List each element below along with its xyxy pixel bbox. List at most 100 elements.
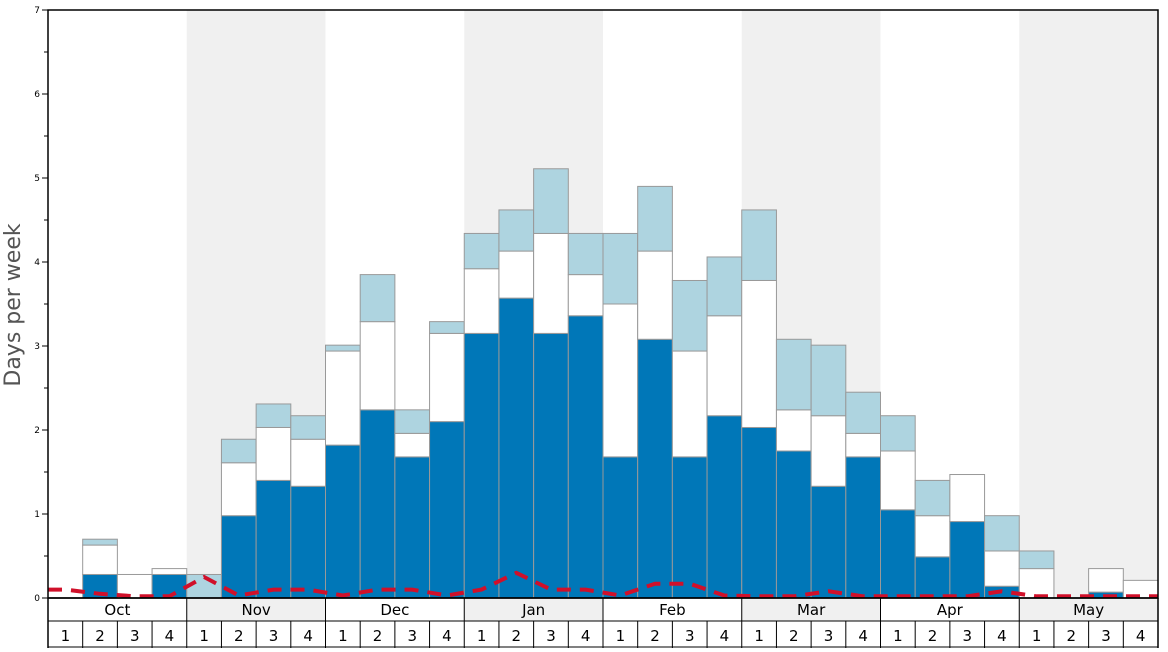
week-label: 3 bbox=[824, 627, 834, 645]
bar-segment bbox=[810, 344, 847, 417]
week-label: 3 bbox=[685, 627, 695, 645]
week-label: 2 bbox=[512, 627, 522, 645]
month-label: Dec bbox=[380, 601, 409, 619]
bar-segment bbox=[637, 250, 673, 340]
week-label: 1 bbox=[616, 627, 626, 645]
week-label: 1 bbox=[199, 627, 209, 645]
bar-segment bbox=[741, 209, 777, 281]
bar-segment bbox=[82, 538, 118, 546]
y-tick-label: 5 bbox=[34, 174, 40, 184]
bar-segment bbox=[914, 556, 951, 599]
month-label: Apr bbox=[937, 601, 964, 619]
bar-segment bbox=[914, 515, 951, 558]
month-label: Feb bbox=[659, 601, 686, 619]
week-label: 4 bbox=[1136, 627, 1146, 645]
bar-segment bbox=[637, 185, 673, 252]
y-tick-label: 1 bbox=[34, 510, 40, 520]
bar-segment bbox=[810, 415, 847, 487]
week-label: 1 bbox=[1032, 627, 1042, 645]
bar-segment bbox=[325, 350, 361, 446]
bar-segment bbox=[533, 232, 569, 334]
bar-segment bbox=[220, 462, 257, 517]
bar-segment bbox=[255, 479, 292, 599]
y-tick-label: 4 bbox=[34, 258, 40, 268]
week-label: 3 bbox=[1101, 627, 1111, 645]
bar-segment bbox=[1088, 568, 1124, 593]
week-label: 4 bbox=[997, 627, 1007, 645]
bar-segment bbox=[498, 297, 535, 599]
bar-segment bbox=[533, 332, 569, 599]
month-label: May bbox=[1073, 601, 1104, 619]
week-label: 1 bbox=[893, 627, 903, 645]
month-label: Mar bbox=[797, 601, 826, 619]
bar-segment bbox=[775, 450, 812, 599]
bar-segment bbox=[533, 168, 569, 234]
week-label: 1 bbox=[61, 627, 71, 645]
bar-segment bbox=[394, 456, 431, 599]
bar-segment bbox=[706, 315, 743, 417]
line-layer bbox=[48, 570, 1158, 599]
bar-segment bbox=[984, 515, 1020, 552]
bar-segment bbox=[706, 415, 743, 599]
bar-segment bbox=[82, 544, 118, 575]
week-label: 3 bbox=[546, 627, 556, 645]
bar-segment bbox=[775, 409, 812, 452]
y-tick-label: 6 bbox=[34, 90, 40, 100]
bar-segment bbox=[880, 415, 916, 452]
axis-layer: 0 1 2 3 4 5 6 7 Oct Nov Dec Jan Feb Mar Apr May 1 2 3 4 1 2 3 4… bbox=[34, 6, 1159, 648]
week-label: 3 bbox=[407, 627, 417, 645]
bar-segment bbox=[255, 403, 292, 428]
week-label: 2 bbox=[95, 627, 105, 645]
week-label: 2 bbox=[928, 627, 938, 645]
bar-segment bbox=[151, 568, 188, 575]
bar-segment bbox=[741, 426, 777, 599]
bar-segment bbox=[671, 279, 708, 352]
bar-segment bbox=[498, 209, 535, 252]
week-label: 4 bbox=[858, 627, 868, 645]
bar-segment bbox=[949, 474, 986, 523]
trend-line bbox=[48, 570, 1158, 599]
week-label: 2 bbox=[1067, 627, 1077, 645]
y-tick-label: 0 bbox=[34, 594, 40, 604]
bar-segment bbox=[220, 515, 257, 599]
bar-segment bbox=[845, 432, 881, 458]
week-label: 1 bbox=[754, 627, 764, 645]
bar-segment bbox=[290, 438, 326, 487]
week-label: 4 bbox=[720, 627, 730, 645]
week-label: 4 bbox=[303, 627, 313, 645]
bar-segment bbox=[949, 521, 986, 599]
bar-segment bbox=[914, 479, 951, 517]
y-tick-label: 7 bbox=[34, 6, 40, 16]
week-label: 2 bbox=[650, 627, 660, 645]
bar-segment bbox=[567, 315, 604, 599]
bar-segment bbox=[671, 456, 708, 599]
bar-segment bbox=[671, 350, 708, 458]
week-label: 3 bbox=[130, 627, 140, 645]
bar-segment bbox=[255, 426, 292, 481]
bar-segment bbox=[880, 509, 916, 599]
bars-layer bbox=[82, 168, 1159, 599]
bar-segment bbox=[1018, 550, 1055, 570]
bar-segment bbox=[602, 303, 639, 458]
week-label: 2 bbox=[234, 627, 244, 645]
bar-segment bbox=[775, 338, 812, 411]
bar-segment bbox=[359, 274, 396, 323]
y-tick-label: 3 bbox=[34, 342, 40, 352]
bar-segment bbox=[325, 344, 361, 352]
week-label: 3 bbox=[269, 627, 279, 645]
week-label: 4 bbox=[442, 627, 452, 645]
bar-segment bbox=[394, 432, 431, 458]
bar-segment bbox=[637, 338, 673, 599]
week-label: 3 bbox=[962, 627, 972, 645]
month-label: Jan bbox=[521, 601, 545, 619]
bar-segment bbox=[429, 321, 465, 334]
y-axis-label: Days per week bbox=[1, 223, 26, 386]
bar-segment bbox=[394, 409, 431, 434]
week-label: 4 bbox=[165, 627, 175, 645]
bar-segment bbox=[1018, 568, 1055, 599]
bar-segment bbox=[880, 450, 916, 511]
bar-segment bbox=[845, 456, 881, 599]
month-label: Nov bbox=[241, 601, 270, 619]
bar-segment bbox=[602, 232, 639, 305]
